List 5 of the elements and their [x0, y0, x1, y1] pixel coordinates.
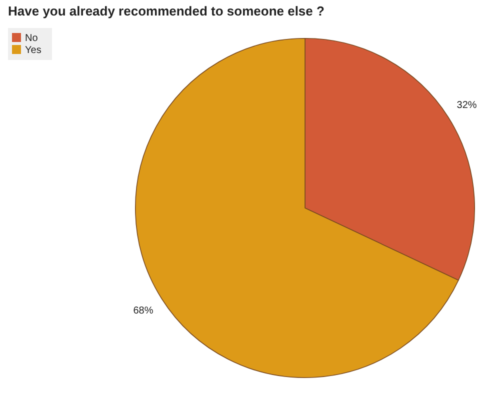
chart-title: Have you already recommended to someone else ? [8, 4, 325, 19]
data-label: 68% [133, 305, 154, 316]
legend-label: Yes [25, 44, 42, 56]
legend-label: No [25, 32, 38, 44]
data-label: 32% [456, 100, 477, 112]
